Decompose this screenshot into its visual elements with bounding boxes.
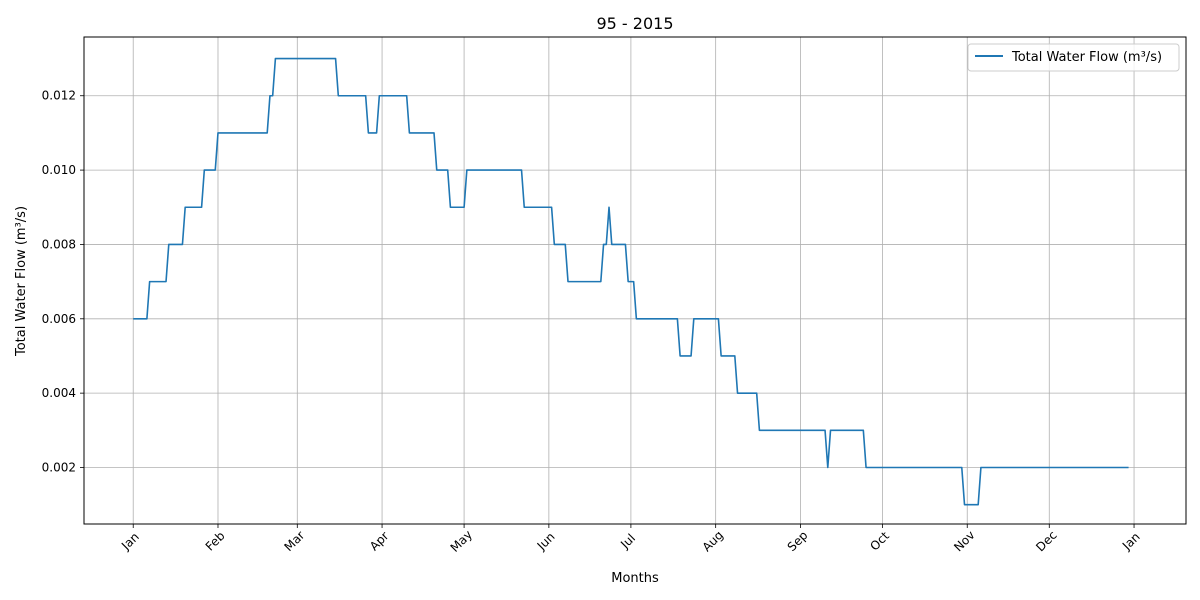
y-tick-label: 0.008 — [42, 237, 76, 251]
series-line-0 — [133, 57, 1129, 506]
y-tick-label: 0.012 — [42, 89, 76, 103]
legend-label: Total Water Flow (m³/s) — [1011, 50, 1162, 65]
chart-title: 95 - 2015 — [596, 14, 673, 33]
legend: Total Water Flow (m³/s) — [967, 43, 1180, 72]
legend-box — [967, 43, 1180, 72]
y-axis-title: Total Water Flow (m³/s) — [14, 206, 29, 357]
series-layer — [133, 57, 1129, 506]
y-tick-label: 0.010 — [42, 163, 76, 177]
plot-frame — [83, 36, 1187, 525]
y-tick-label: 0.002 — [42, 460, 76, 474]
y-tick-label: 0.006 — [42, 312, 76, 326]
y-axis: 0.002 0.004 0.006 0.008 0.010 0.012 — [42, 89, 84, 474]
x-axis-title: Months — [611, 571, 659, 586]
y-tick-label: 0.004 — [42, 386, 76, 400]
